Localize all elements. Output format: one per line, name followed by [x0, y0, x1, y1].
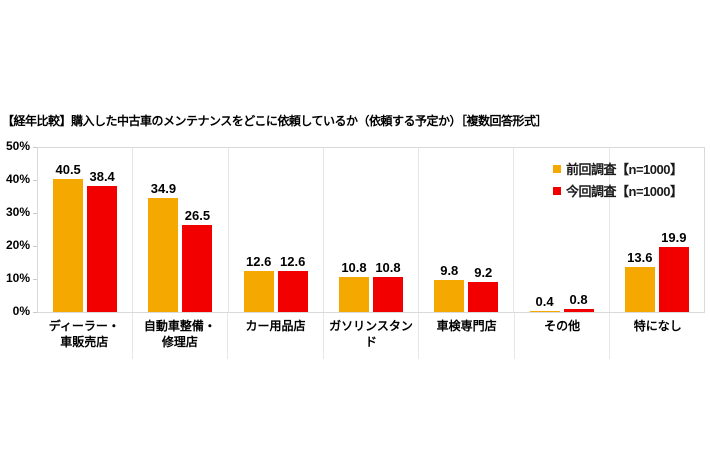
- bar-pair: 13.6 19.9: [624, 229, 689, 312]
- y-axis-tick-label: 30%: [5, 205, 30, 219]
- bar-wrap: 9.8: [434, 262, 465, 312]
- y-axis-tick-label: 10%: [5, 271, 30, 285]
- bar-value-label: 10.8: [341, 259, 367, 275]
- category-column: 34.9 26.5: [133, 148, 229, 312]
- bar-wrap: 40.5: [53, 162, 84, 312]
- bar-value-label: 19.9: [661, 229, 687, 245]
- x-axis-category-label: その他: [515, 313, 611, 359]
- x-axis-category-label: 自動車整備・ 修理店: [133, 313, 229, 359]
- bar-current-survey: [468, 281, 499, 312]
- category-column: 9.8 9.2: [419, 148, 515, 312]
- x-axis-category-label-line: 車検専門店: [436, 319, 497, 333]
- bar-value-label: 9.8: [440, 262, 459, 278]
- bar-wrap: 10.8: [338, 259, 369, 312]
- bar-current-survey: [182, 225, 213, 312]
- bar-wrap: 26.5: [182, 208, 213, 312]
- x-axis-category-label-line: ディーラー・: [48, 319, 120, 333]
- bar-value-label: 12.6: [280, 253, 306, 269]
- bar-pair: 34.9 26.5: [148, 180, 213, 312]
- bar-current-survey: [563, 309, 594, 312]
- bar-wrap: 10.8: [372, 259, 403, 312]
- x-axis-category-label: 特になし: [610, 313, 705, 359]
- bar-wrap: 12.6: [243, 253, 274, 312]
- bar-value-label: 40.5: [55, 162, 81, 178]
- bar-previous-survey: [53, 179, 84, 312]
- y-axis-tick-mark: [33, 279, 37, 280]
- y-axis-tick-label: 40%: [5, 172, 30, 186]
- bar-pair: 40.5 38.4: [53, 162, 118, 312]
- x-axis-category-label: 車検専門店: [419, 313, 515, 359]
- x-axis-category-labels: ディーラー・ 車販売店 自動車整備・ 修理店 カー用品店 ガソリンスタンド 車検専門店 その他…: [37, 313, 705, 359]
- y-axis-tick-label: 0%: [12, 304, 30, 318]
- plot-area: 40.5 38.4 34.9 26.5 12.6 12.6 10.8 10.8 9.8 9.2 0.…: [37, 147, 705, 313]
- y-axis-tick-label: 50%: [5, 139, 30, 153]
- category-column: 40.5 38.4: [38, 148, 134, 312]
- legend-item: 今回調査【n=1000】: [553, 182, 683, 199]
- bar-wrap: 12.6: [277, 253, 308, 312]
- bar-previous-survey: [338, 276, 369, 312]
- category-column: 13.6 19.9: [610, 148, 704, 312]
- bar-wrap: 13.6: [624, 250, 655, 312]
- x-axis-category-label-line: 修理店: [161, 335, 198, 349]
- legend-item: 前回調査【n=1000】: [553, 160, 683, 177]
- bar-value-label: 0.4: [535, 293, 554, 309]
- legend-swatch-icon: [553, 186, 561, 195]
- bar-wrap: 34.9: [148, 180, 179, 312]
- bar-current-survey: [372, 276, 403, 312]
- bar-current-survey: [658, 246, 689, 312]
- bar-wrap: 38.4: [87, 169, 118, 312]
- bar-value-label: 12.6: [246, 253, 272, 269]
- bar-previous-survey: [624, 267, 655, 312]
- category-column: 12.6 12.6: [229, 148, 324, 312]
- bar-value-label: 0.8: [569, 292, 588, 308]
- bar-previous-survey: [148, 197, 179, 312]
- bar-pair: 10.8 10.8: [338, 259, 403, 312]
- bar-previous-survey: [243, 270, 274, 312]
- chart-title: 【経年比較】購入した中古車のメンテナンスをどこに依頼しているか（依頼する予定か）…: [2, 114, 548, 128]
- bar-wrap: 19.9: [658, 229, 689, 312]
- x-axis-category-label: ディーラー・ 車販売店: [37, 313, 133, 359]
- bar-value-label: 38.4: [89, 169, 115, 184]
- x-axis-category-label: ガソリンスタンド: [324, 313, 420, 359]
- bar-pair: 9.8 9.2: [434, 262, 499, 312]
- y-axis-tick-mark: [33, 147, 37, 148]
- bar-pair: 12.6 12.6: [243, 253, 308, 312]
- x-axis-category-label-line: カー用品店: [245, 319, 306, 333]
- bar-value-label: 10.8: [375, 259, 401, 275]
- y-axis-tick-mark: [33, 180, 37, 181]
- x-axis-category-label-line: ガソリンスタンド: [329, 319, 413, 349]
- bar-current-survey: [277, 270, 308, 312]
- x-axis-category-label-line: その他: [544, 319, 581, 333]
- legend-swatch-icon: [553, 164, 561, 173]
- x-axis-category-label-line: 自動車整備・: [143, 319, 216, 333]
- bar-value-label: 9.2: [474, 264, 493, 280]
- x-axis-category-label: カー用品店: [228, 313, 324, 359]
- category-column: 0.4 0.8: [514, 148, 610, 312]
- bar-previous-survey: [529, 310, 560, 312]
- bar-value-label: 26.5: [184, 208, 211, 224]
- bar-value-label: 34.9: [150, 180, 177, 196]
- category-column: 10.8 10.8: [324, 148, 420, 312]
- legend: 前回調査【n=1000】 今回調査【n=1000】: [553, 160, 683, 204]
- bar-current-survey: [87, 186, 118, 312]
- y-axis-tick-mark: [33, 213, 37, 214]
- bar-previous-survey: [434, 279, 465, 312]
- bar-pair: 0.4 0.8: [529, 292, 594, 312]
- legend-label: 今回調査【n=1000】: [566, 184, 683, 199]
- bar-value-label: 13.6: [627, 250, 653, 266]
- x-axis-category-label-line: 特になし: [633, 319, 682, 333]
- x-axis-category-label-line: 車販売店: [60, 335, 109, 349]
- bar-wrap: 0.8: [563, 292, 594, 312]
- y-axis-tick-mark: [33, 312, 37, 313]
- y-axis-tick-mark: [33, 246, 37, 247]
- bar-wrap: 9.2: [468, 264, 499, 312]
- bar-wrap: 0.4: [529, 293, 560, 312]
- legend-label: 前回調査【n=1000】: [566, 162, 683, 177]
- y-axis-tick-label: 20%: [5, 238, 30, 252]
